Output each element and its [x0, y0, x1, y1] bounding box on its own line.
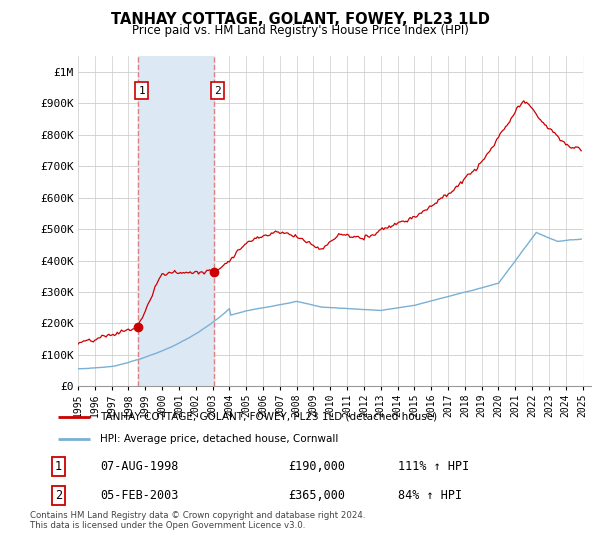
Text: 1: 1: [138, 86, 145, 96]
Text: TANHAY COTTAGE, GOLANT, FOWEY, PL23 1LD: TANHAY COTTAGE, GOLANT, FOWEY, PL23 1LD: [110, 12, 490, 27]
Text: 1: 1: [55, 460, 62, 473]
Bar: [583, 56, 591, 386]
Text: Price paid vs. HM Land Registry's House Price Index (HPI): Price paid vs. HM Land Registry's House …: [131, 24, 469, 36]
Text: TANHAY COTTAGE, GOLANT, FOWEY, PL23 1LD (detached house): TANHAY COTTAGE, GOLANT, FOWEY, PL23 1LD …: [100, 412, 437, 422]
Text: This data is licensed under the Open Government Licence v3.0.: This data is licensed under the Open Gov…: [30, 521, 305, 530]
Text: 111% ↑ HPI: 111% ↑ HPI: [398, 460, 469, 473]
Text: £190,000: £190,000: [288, 460, 345, 473]
Text: 07-AUG-1998: 07-AUG-1998: [100, 460, 179, 473]
Text: 05-FEB-2003: 05-FEB-2003: [100, 488, 179, 502]
Bar: [138, 56, 214, 386]
Text: 84% ↑ HPI: 84% ↑ HPI: [398, 488, 462, 502]
Text: Contains HM Land Registry data © Crown copyright and database right 2024.: Contains HM Land Registry data © Crown c…: [30, 511, 365, 520]
Text: £365,000: £365,000: [288, 488, 345, 502]
Text: 2: 2: [214, 86, 221, 96]
Text: HPI: Average price, detached house, Cornwall: HPI: Average price, detached house, Corn…: [100, 434, 338, 444]
Text: 2: 2: [55, 488, 62, 502]
